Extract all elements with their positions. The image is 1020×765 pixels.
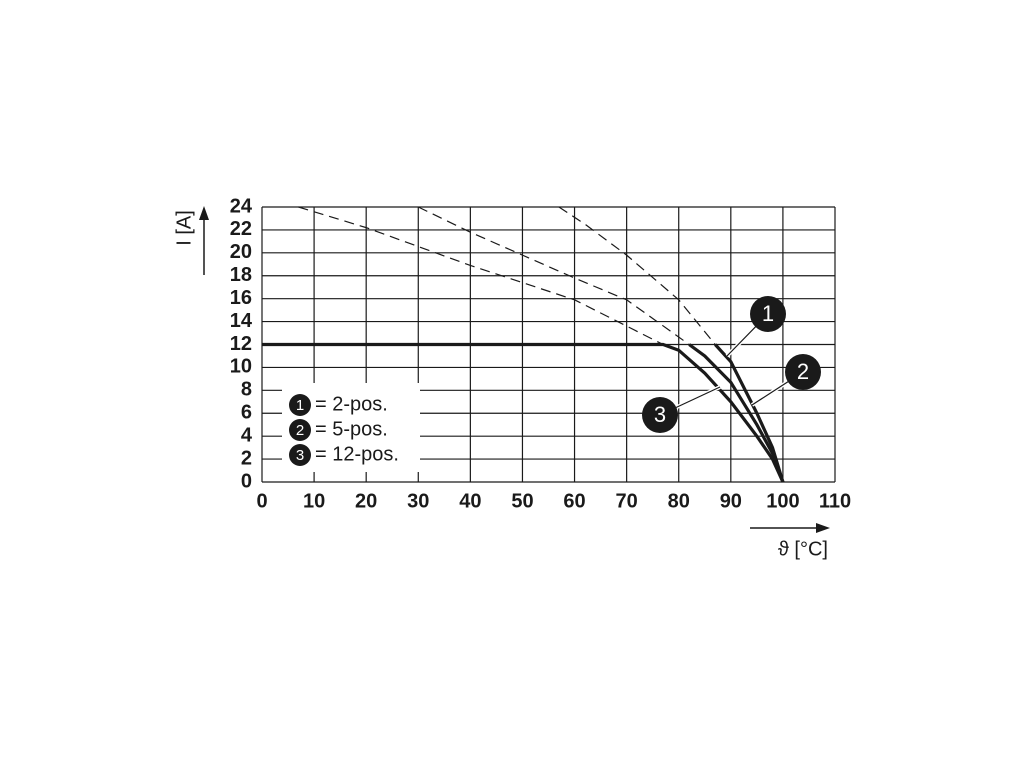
legend-marker [289,419,311,441]
x-axis-arrowhead [816,523,830,533]
x-tick-label: 100 [766,490,799,512]
legend-marker-label: 1 [296,397,304,414]
x-tick-label: 110 [819,490,851,512]
x-tick-label: 40 [459,490,481,512]
legend-label: = 2-pos. [315,393,388,415]
callout-label: 2 [797,359,809,384]
y-tick-label: 24 [230,195,253,217]
legend-marker [289,444,311,466]
legend-marker-label: 2 [296,422,304,439]
legend-marker [289,394,311,416]
y-tick-label: 18 [230,264,252,286]
x-tick-label: 20 [355,490,377,512]
derating-curve [688,343,785,483]
y-tick-label: 0 [241,470,252,492]
y-axis-label: I [A] [173,210,195,246]
x-tick-label: 70 [616,490,638,512]
y-tick-label: 20 [230,241,252,263]
y-tick-label: 10 [230,356,252,378]
y-tick-label: 2 [241,447,252,469]
y-tick-label: 12 [230,333,252,355]
y-axis-arrowhead [199,206,209,220]
legend-marker-label: 3 [296,447,304,464]
x-tick-label: 60 [563,490,585,512]
legend-label: = 12-pos. [315,443,399,465]
y-tick-label: 8 [241,379,252,401]
x-axis-label: ϑ [°C] [778,538,828,560]
y-tick-label: 14 [230,310,253,332]
limit-curve-dashed [558,206,716,345]
y-tick-label: 16 [230,287,252,309]
callout-label: 3 [654,402,666,427]
y-tick-label: 6 [241,402,252,424]
limit-curve-dashed [418,206,690,345]
callout-label: 1 [762,301,774,326]
callout-circle [750,296,786,332]
x-tick-label: 50 [511,490,533,512]
callout-circle [642,397,678,433]
y-tick-label: 4 [241,424,253,446]
legend-label: = 5-pos. [315,418,388,440]
x-tick-label: 90 [720,490,742,512]
x-tick-label: 0 [256,490,267,512]
x-tick-label: 10 [303,490,325,512]
callout-circle [785,354,821,390]
y-tick-label: 22 [230,218,252,240]
limit-curve-dashed [298,206,664,346]
x-tick-label: 80 [668,490,690,512]
x-tick-label: 30 [407,490,429,512]
